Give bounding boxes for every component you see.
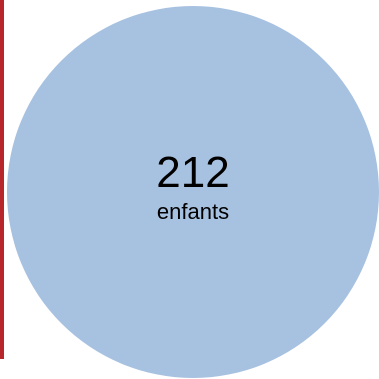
bubble-count: 212 bbox=[156, 148, 230, 197]
count-bubble: 212 enfants bbox=[7, 6, 379, 378]
bubble-unit: enfants bbox=[156, 199, 230, 224]
bubble-label: 212 enfants bbox=[7, 6, 379, 378]
left-border-line bbox=[0, 0, 4, 359]
